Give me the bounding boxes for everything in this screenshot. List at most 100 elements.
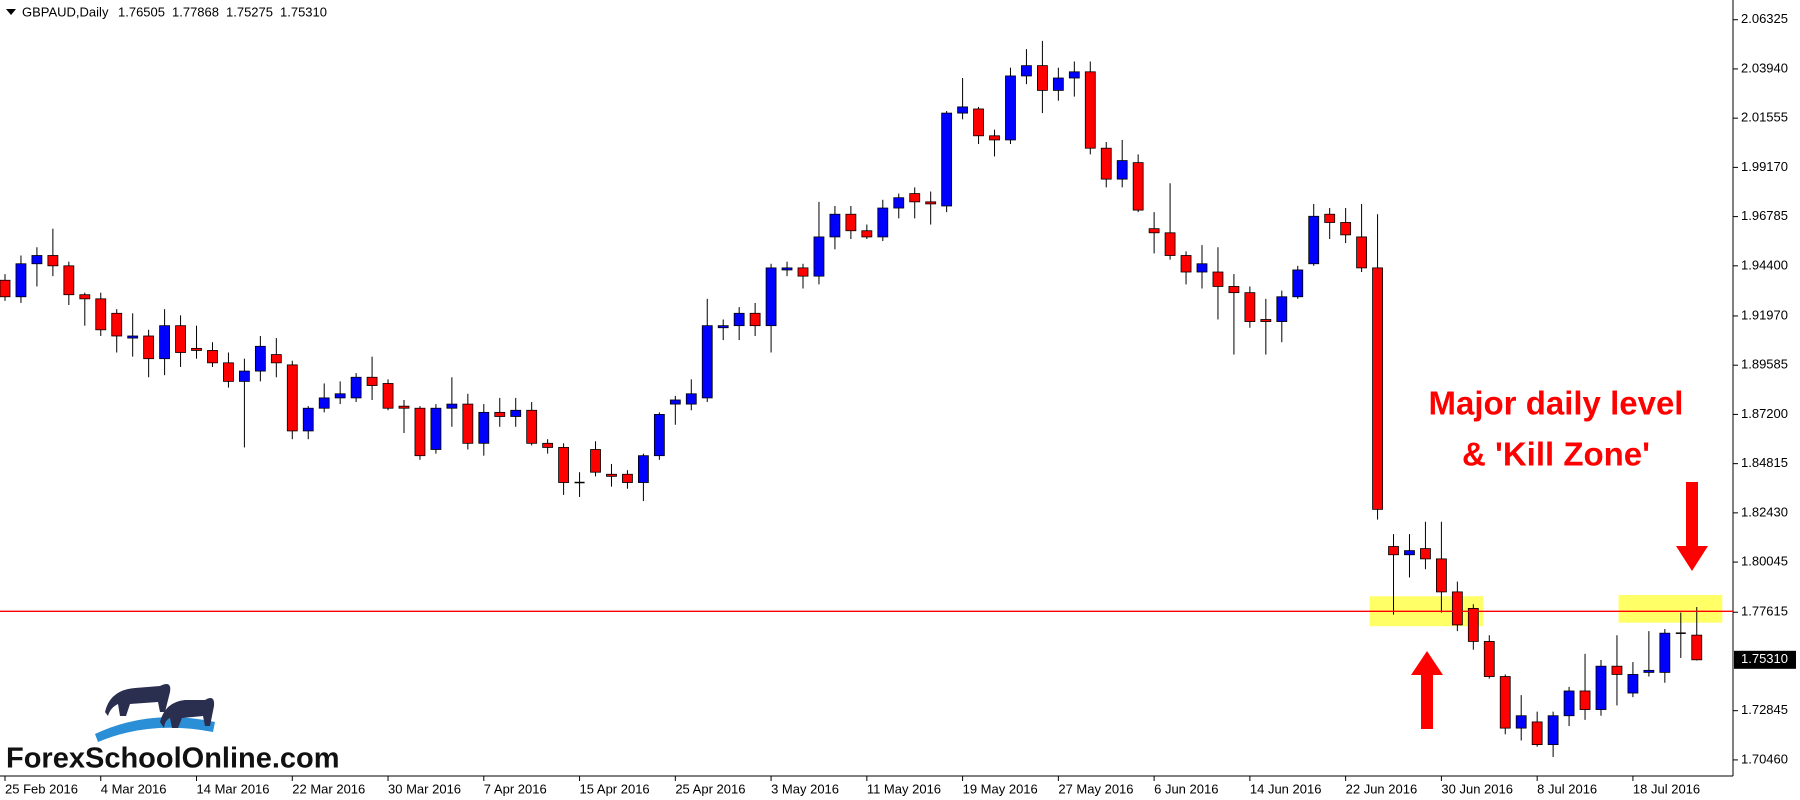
- candle-body: [941, 112, 953, 207]
- y-tick-label: 2.06325: [1741, 11, 1788, 26]
- annotation: & 'Kill Zone': [1462, 436, 1650, 473]
- candle-body: [1116, 160, 1128, 180]
- candle-body: [877, 207, 889, 238]
- x-tick-label: 14 Jun 2016: [1250, 781, 1322, 796]
- x-tick-label: 30 Jun 2016: [1441, 781, 1513, 796]
- candle-body: [398, 405, 410, 409]
- candle-body: [414, 407, 426, 457]
- candle-body: [127, 335, 139, 339]
- candle-body: [318, 397, 330, 409]
- candle-body: [350, 376, 362, 399]
- candle-body: [1228, 286, 1240, 294]
- candle-body: [1515, 715, 1527, 729]
- candle-body: [63, 265, 75, 296]
- candle-body: [542, 442, 554, 448]
- candle-body: [749, 312, 761, 327]
- y-tick-label: 1.96785: [1741, 208, 1788, 223]
- candle-body: [526, 409, 538, 444]
- candle-body: [494, 411, 506, 417]
- candle-body: [669, 399, 681, 405]
- candle-body: [1611, 665, 1623, 675]
- candle-body: [334, 393, 346, 399]
- candle-body: [1260, 319, 1272, 322]
- y-tick-label: 2.01555: [1741, 110, 1788, 125]
- arrow-down: [1676, 482, 1708, 571]
- candle-body: [1451, 591, 1463, 626]
- candle-body: [1563, 690, 1575, 717]
- candle-body: [302, 407, 314, 432]
- candle-body: [238, 370, 250, 382]
- candle-body: [558, 447, 569, 483]
- y-tick-label: 1.80045: [1741, 554, 1788, 569]
- candle-body: [143, 335, 155, 360]
- candle-body: [1340, 222, 1352, 236]
- candle-body: [1276, 296, 1288, 322]
- candle-body: [1308, 215, 1320, 265]
- candle-body: [207, 350, 218, 364]
- candle-body: [1388, 546, 1399, 556]
- candle-body: [765, 267, 777, 327]
- candle-body: [478, 411, 490, 444]
- candle-body: [1244, 292, 1256, 322]
- candles-layer: [0, 40, 1703, 758]
- close-label: 1.75310: [280, 4, 327, 19]
- candle-body: [31, 255, 43, 265]
- candle-body: [1372, 267, 1383, 510]
- x-tick-label: 19 May 2016: [963, 781, 1038, 796]
- candle-body: [0, 279, 11, 298]
- candle-body: [1196, 263, 1208, 273]
- x-tick-label: 22 Jun 2016: [1346, 781, 1418, 796]
- candle-body: [925, 201, 937, 205]
- candle-body: [79, 294, 91, 300]
- x-tick-label: 6 Jun 2016: [1154, 781, 1218, 796]
- y-tick-label: 1.89585: [1741, 357, 1788, 372]
- candle-body: [1547, 715, 1559, 746]
- x-tick-label: 18 Jul 2016: [1633, 781, 1700, 796]
- candle-body: [1579, 690, 1591, 710]
- logo-icon: [95, 684, 215, 742]
- kill-zone: [1618, 595, 1723, 623]
- x-tick-label: 11 May 2016: [867, 781, 941, 796]
- y-tick-label: 1.82430: [1741, 504, 1788, 519]
- candle-body: [1531, 721, 1543, 746]
- candle-body: [446, 403, 458, 409]
- candle-body: [1164, 232, 1176, 256]
- x-tick-label: 15 Apr 2016: [580, 781, 650, 796]
- x-tick-label: 3 May 2016: [771, 781, 839, 796]
- candle-body: [223, 362, 234, 382]
- candle-body: [829, 213, 841, 238]
- candle-body: [638, 455, 649, 483]
- candle-body: [1148, 228, 1160, 234]
- candle-body: [733, 312, 745, 327]
- candle-body: [191, 347, 202, 351]
- y-tick-label: 1.77615: [1741, 604, 1788, 619]
- candle-body: [893, 197, 905, 209]
- candle-body: [989, 135, 1000, 141]
- candle-body: [1084, 71, 1096, 149]
- candle-body: [111, 312, 123, 337]
- candle-body: [510, 409, 522, 417]
- y-tick-label: 1.87200: [1741, 406, 1788, 421]
- candle-body: [957, 106, 968, 114]
- candle-body: [1356, 236, 1367, 269]
- candle-body: [1037, 65, 1048, 91]
- candle-body: [430, 407, 442, 450]
- x-tick-label: 22 Mar 2016: [292, 781, 365, 796]
- x-tick-label: 30 Mar 2016: [388, 781, 461, 796]
- candle-body: [175, 325, 186, 353]
- y-tick-label: 1.70460: [1741, 751, 1788, 766]
- candle-body: [1691, 634, 1703, 661]
- y-tick-label: 1.94400: [1741, 257, 1788, 272]
- x-tick-label: 27 May 2016: [1058, 781, 1133, 796]
- y-tick-label: 2.03940: [1741, 60, 1788, 75]
- candle-body: [781, 267, 793, 271]
- annotation: Major daily level: [1429, 385, 1684, 422]
- candle-body: [1005, 75, 1016, 141]
- candle-body: [685, 393, 697, 405]
- candle-body: [286, 364, 298, 432]
- candle-body: [1483, 641, 1495, 677]
- price-marker-box: [1734, 650, 1796, 669]
- candle-body: [861, 230, 873, 238]
- x-tick-label: 4 Mar 2016: [101, 781, 167, 796]
- candle-body: [1436, 558, 1447, 593]
